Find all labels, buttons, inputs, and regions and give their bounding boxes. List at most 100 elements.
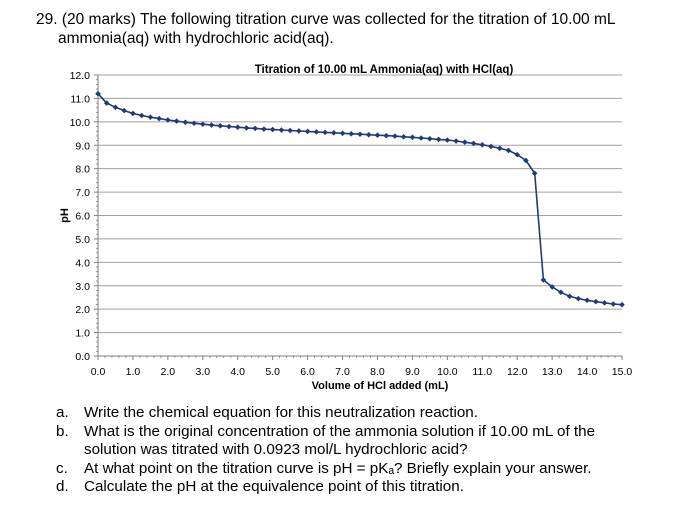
data-point — [95, 90, 101, 97]
data-point — [374, 132, 381, 138]
data-point — [444, 137, 451, 143]
data-point — [103, 100, 110, 106]
series-line — [97, 93, 623, 306]
x-tick-label: 12.0 — [507, 366, 528, 378]
part-text: solution was titrated with 0.0923 mol/L … — [84, 441, 468, 459]
x-tick-label: 8.0 — [370, 366, 385, 378]
y-tick-label: 3.0 — [75, 281, 90, 293]
x-tick-label: 5.0 — [265, 366, 280, 378]
data-point — [173, 118, 180, 124]
data-point — [418, 135, 424, 141]
part-label: c. — [56, 459, 68, 477]
data-point — [217, 123, 224, 129]
x-tick-label: 14.0 — [577, 366, 598, 378]
x-tick-label: 7.0 — [335, 366, 350, 378]
question-part: d. Calculate the pH at the equivalence po… — [56, 478, 676, 497]
data-point — [619, 301, 625, 308]
y-tick-label: 11.0 — [70, 93, 90, 105]
part-text: What is the original concentration of th… — [84, 422, 596, 440]
data-point — [313, 129, 320, 135]
chart-title: Titration of 10.00 mL Ammonia(aq) with H… — [255, 64, 514, 76]
part-text: Write the chemical equation for this neu… — [84, 404, 478, 421]
question-part: b. What is the original concentration of … — [56, 423, 676, 460]
data-point — [269, 126, 276, 133]
data-point — [601, 300, 608, 306]
data-point — [348, 130, 355, 137]
y-tick-label: 8.0 — [75, 164, 90, 176]
data-series — [95, 90, 625, 308]
x-tick-label: 10.0 — [437, 366, 458, 378]
data-point — [165, 117, 171, 123]
data-point — [593, 298, 599, 305]
data-point — [392, 133, 398, 139]
data-point — [208, 122, 215, 128]
y-tick-label: 6.0 — [75, 211, 90, 223]
data-point — [287, 127, 293, 134]
data-point — [365, 131, 372, 138]
data-point — [322, 129, 328, 136]
x-tick-label: 15.0 — [612, 366, 633, 378]
data-point — [531, 170, 538, 177]
data-point — [409, 134, 416, 141]
data-point — [147, 114, 154, 120]
data-point — [575, 295, 582, 302]
data-point — [121, 107, 127, 114]
x-tick-label: 0.0 — [91, 366, 106, 378]
x-tick-label: 6.0 — [300, 366, 315, 378]
data-point — [453, 138, 459, 144]
data-point — [400, 134, 407, 140]
y-tick-label: 12.0 — [70, 70, 91, 82]
data-point — [296, 128, 302, 134]
data-point — [182, 119, 189, 126]
question-part: c. At what point on the titration curve i… — [56, 460, 676, 479]
part-label: a. — [56, 404, 69, 421]
x-tick-label: 9.0 — [405, 366, 420, 378]
question-header: 29. (20 marks) The following titration c… — [36, 10, 678, 48]
x-tick-label: 11.0 — [472, 366, 492, 378]
data-point — [488, 143, 494, 150]
data-point — [261, 126, 267, 132]
data-point — [234, 124, 241, 131]
x-tick-label: 3.0 — [195, 366, 210, 378]
data-point — [435, 136, 442, 143]
y-tick-label: 9.0 — [75, 140, 90, 152]
data-point — [339, 130, 346, 137]
data-point — [566, 293, 573, 300]
data-point — [200, 121, 206, 127]
data-point — [278, 127, 285, 133]
data-point — [243, 125, 250, 131]
data-point — [226, 123, 232, 130]
titration-chart: 0.0 1.0 2.0 3.0 4.0 5.0 6.0 7.0 8.0 9.0 10.0 11.0 12… — [59, 64, 633, 392]
data-point — [304, 128, 311, 135]
x-tick-label: 1.0 — [126, 366, 141, 378]
data-point — [191, 120, 197, 127]
data-point — [252, 125, 258, 132]
data-point — [540, 277, 547, 283]
data-point — [331, 130, 337, 136]
y-tick-label: 2.0 — [75, 304, 90, 316]
data-point — [470, 140, 477, 147]
part-text: Calculate the pH at the equivalence poin… — [84, 478, 464, 496]
data-point — [610, 301, 617, 307]
data-point — [549, 284, 555, 290]
question-parts: a. Write the chemical equation for this n… — [56, 404, 676, 497]
x-axis-title: Volume of HCl added (mL) — [312, 380, 449, 392]
y-tick-label: 10.0 — [70, 117, 91, 129]
data-point — [505, 147, 512, 154]
data-point — [427, 135, 433, 142]
y-axis-title: pH — [59, 208, 71, 223]
question-line-2: ammonia(aq) with hydrochloric acid(aq). — [58, 30, 334, 47]
y-tick-label: 7.0 — [75, 187, 90, 199]
tick-labels: 0.0 1.0 2.0 3.0 4.0 5.0 6.0 7.0 8.0 9.0 10.0 11.0 12… — [70, 70, 633, 378]
data-point — [138, 112, 145, 119]
data-point — [357, 131, 363, 138]
data-point — [130, 110, 136, 117]
y-tick-label: 1.0 — [75, 328, 90, 340]
data-point — [462, 139, 468, 146]
data-point — [514, 151, 520, 158]
part-label: b. — [56, 422, 69, 440]
data-point — [584, 297, 590, 304]
y-tick-label: 5.0 — [75, 234, 90, 246]
data-point — [156, 115, 162, 122]
question-part: a. Write the chemical equation for this n… — [56, 404, 676, 423]
